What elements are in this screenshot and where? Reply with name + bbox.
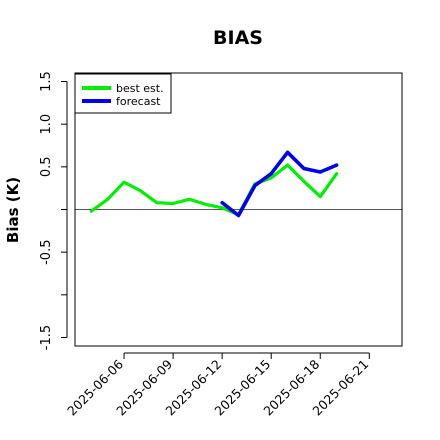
data-point-best-est — [155, 201, 158, 204]
data-point-forecast — [253, 184, 256, 187]
series-line-best-est — [89, 163, 339, 217]
plot-area-frame — [74, 72, 403, 347]
data-point-best-est — [139, 189, 142, 192]
data-point-best-est — [319, 195, 322, 198]
legend-box — [74, 73, 172, 114]
data-point-best-est — [335, 172, 338, 175]
data-point-best-est — [90, 210, 93, 213]
y-tick-label: -1.5 — [39, 325, 54, 350]
data-point-best-est — [270, 176, 273, 179]
data-point-best-est — [204, 203, 207, 206]
y-tick-label: -0.5 — [39, 240, 54, 265]
data-point-best-est — [302, 180, 305, 183]
data-point-best-est — [188, 198, 191, 201]
legend: best est. forecast — [74, 73, 172, 114]
data-point-best-est — [106, 198, 109, 201]
y-axis-label: Bias (K) — [4, 177, 22, 243]
data-point-forecast — [221, 201, 224, 204]
data-point-forecast — [302, 167, 305, 170]
data-point-forecast — [286, 151, 289, 154]
series-line-forecast — [220, 150, 339, 218]
data-point-best-est — [221, 206, 224, 209]
data-point-forecast — [270, 172, 273, 175]
data-point-forecast — [335, 164, 338, 167]
legend-label-best-est: best est. — [116, 82, 164, 95]
y-tick-label: 1.0 — [39, 114, 54, 135]
chart-title: BIAS — [213, 27, 263, 49]
data-point-best-est — [172, 202, 175, 205]
data-point-best-est — [122, 181, 125, 184]
data-point-forecast — [319, 170, 322, 173]
legend-label-forecast: forecast — [116, 95, 161, 108]
y-tick-label: 0.5 — [39, 156, 54, 177]
data-point-forecast — [237, 214, 240, 217]
y-tick-label: 1.5 — [39, 71, 54, 92]
data-point-best-est — [286, 164, 289, 167]
